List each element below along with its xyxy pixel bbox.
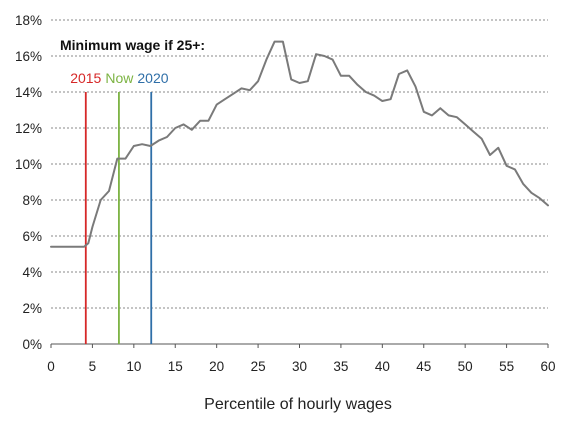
marker-label-2015: 2015 (70, 70, 101, 86)
x-tick-label: 0 (47, 359, 55, 374)
axes (50, 343, 549, 348)
wage-markers (84, 92, 153, 344)
x-tick-label: 10 (126, 359, 141, 374)
y-tick-label: 4% (22, 265, 42, 280)
y-tick-label: 0% (22, 337, 42, 352)
y-tick-label: 8% (22, 193, 42, 208)
marker-label-now: Now (105, 70, 134, 86)
y-tick-label: 6% (22, 229, 42, 244)
marker-label-2020: 2020 (137, 70, 168, 86)
y-tick-label: 16% (15, 49, 42, 64)
x-tick-label: 55 (499, 359, 514, 374)
y-tick-label: 2% (22, 301, 42, 316)
y-tick-label: 10% (15, 157, 42, 172)
y-tick-label: 14% (15, 85, 42, 100)
x-tick-label: 50 (458, 359, 473, 374)
gridlines (51, 19, 548, 309)
y-tick-label: 12% (15, 121, 42, 136)
x-tick-label: 5 (89, 359, 97, 374)
annotation-title: Minimum wage if 25+: (60, 37, 205, 53)
labels: 0% 2% 4% 6% 8% 10% 12% 14% 16% 18% 0 5 10 15 20 25 30 35 4… (15, 13, 556, 374)
series (50, 40, 549, 248)
x-tick-label: 20 (209, 359, 224, 374)
x-tick-label: 45 (416, 359, 431, 374)
x-axis-title: Percentile of hourly wages (204, 396, 392, 413)
x-tick-label: 40 (375, 359, 390, 374)
series-line-0 (50, 40, 549, 248)
x-tick-label: 25 (251, 359, 266, 374)
x-tick-label: 15 (168, 359, 183, 374)
x-tick-label: 60 (540, 359, 555, 374)
x-tick-label: 30 (292, 359, 307, 374)
y-tick-label: 18% (15, 13, 42, 28)
x-tick-label: 35 (333, 359, 348, 374)
